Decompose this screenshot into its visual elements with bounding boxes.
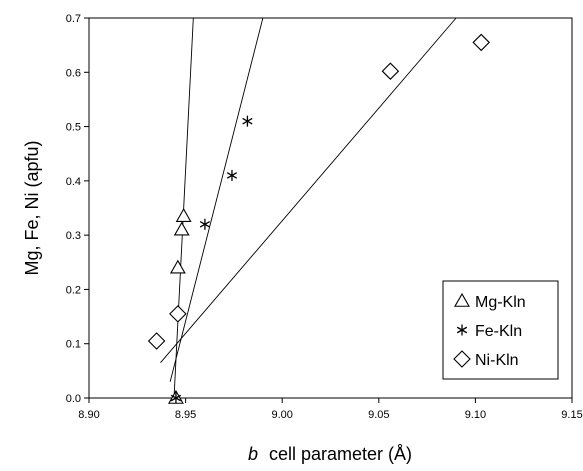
legend-label-fe-kln: Fe-Kln bbox=[475, 323, 522, 340]
point-fe-kln bbox=[242, 115, 253, 127]
trendlines bbox=[160, 17, 457, 399]
x-tick-label: 9.10 bbox=[465, 409, 486, 421]
plot-area-frame bbox=[88, 17, 573, 399]
y-axis: 0.0 0.1 0.2 0.3 0.4 0.5 0.6 0.7 bbox=[66, 13, 89, 405]
y-tick-label: 0.6 bbox=[66, 67, 81, 79]
point-ni-kln bbox=[472, 33, 490, 52]
point-ni-kln bbox=[147, 332, 166, 350]
trendline-fe-kln bbox=[169, 17, 264, 382]
x-tick-label: 9.15 bbox=[561, 409, 582, 421]
point-mg-kln bbox=[169, 259, 186, 274]
x-axis-label: b cell parameter (Å) bbox=[248, 444, 412, 464]
legend: Mg-Kln Fe-Kln Ni-Kln bbox=[442, 280, 559, 380]
x-tick-label: 9.00 bbox=[271, 409, 292, 421]
y-tick-label: 0.5 bbox=[66, 122, 81, 134]
point-mg-kln bbox=[173, 221, 190, 236]
legend-marker-mg-kln bbox=[454, 292, 470, 307]
y-tick-label: 0.3 bbox=[66, 230, 81, 242]
y-tick-label: 0.0 bbox=[66, 393, 81, 405]
point-mg-kln bbox=[175, 208, 192, 222]
legend-label-ni-kln: Ni-Kln bbox=[475, 352, 519, 369]
point-ni-kln bbox=[169, 305, 187, 323]
x-axis-label-italic: b bbox=[248, 444, 258, 464]
y-tick-label: 0.2 bbox=[66, 284, 81, 296]
legend-label-mg-kln: Mg-Kln bbox=[475, 294, 526, 311]
y-tick-label: 0.4 bbox=[66, 176, 81, 188]
point-ni-kln bbox=[381, 62, 400, 80]
point-fe-kln bbox=[170, 392, 182, 404]
point-fe-kln bbox=[199, 218, 211, 230]
y-axis-label: Mg, Fe, Ni (apfu) bbox=[22, 140, 42, 275]
x-tick-label: 8.90 bbox=[78, 409, 99, 421]
trendline-mg-kln bbox=[173, 17, 194, 399]
y-tick-label: 0.1 bbox=[66, 339, 81, 351]
legend-marker-fe-kln bbox=[456, 324, 468, 336]
data-points bbox=[147, 33, 490, 404]
y-tick-label: 0.7 bbox=[66, 13, 81, 25]
x-tick-label: 8.95 bbox=[175, 409, 196, 421]
legend-marker-ni-kln bbox=[453, 350, 471, 368]
x-axis-label-rest: cell parameter (Å) bbox=[269, 444, 412, 464]
x-axis: 8.90 8.95 9.00 9.05 9.10 9.15 bbox=[78, 398, 583, 421]
x-tick-label: 9.05 bbox=[368, 409, 389, 421]
trendline-ni-kln bbox=[160, 17, 457, 364]
point-fe-kln bbox=[226, 169, 238, 181]
